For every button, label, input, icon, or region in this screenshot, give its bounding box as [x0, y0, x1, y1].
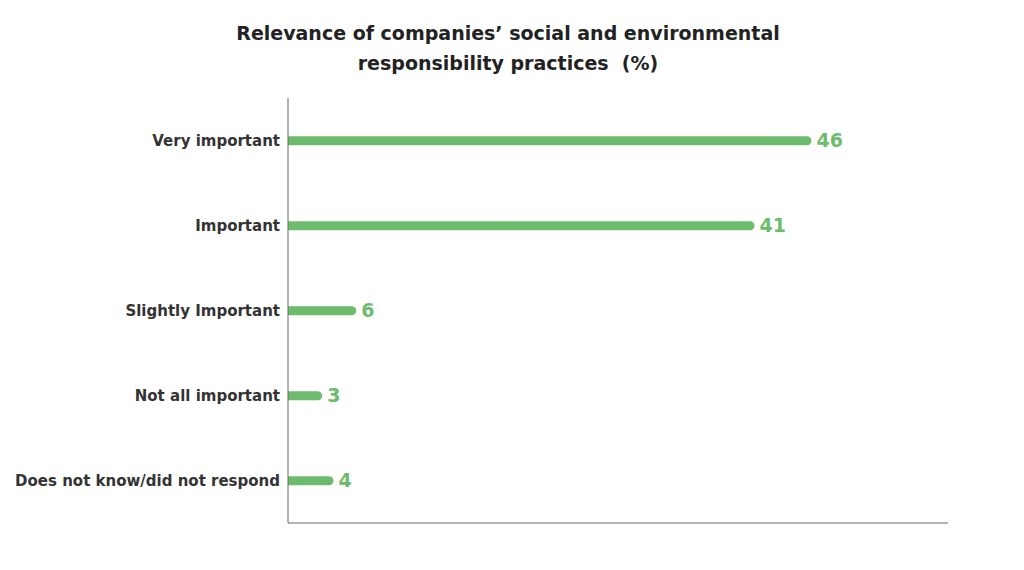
svg-text:Very important: Very important [152, 132, 280, 150]
svg-text:Does not know/did not respond: Does not know/did not respond [15, 472, 280, 490]
svg-text:3: 3 [327, 384, 340, 406]
svg-text:41: 41 [760, 214, 786, 236]
svg-text:46: 46 [816, 129, 842, 151]
svg-text:Slightly Important: Slightly Important [125, 302, 280, 320]
html-text:responsibility practices (%): responsibility practices (%) [357, 52, 659, 74]
svg-text:4: 4 [339, 469, 352, 491]
html-text:Relevance of companies’ social: Relevance of companies’ social and envir… [236, 22, 780, 44]
svg-text:6: 6 [361, 299, 374, 321]
svg-text:Not all important: Not all important [135, 387, 280, 405]
svg-text:Important: Important [195, 217, 280, 235]
